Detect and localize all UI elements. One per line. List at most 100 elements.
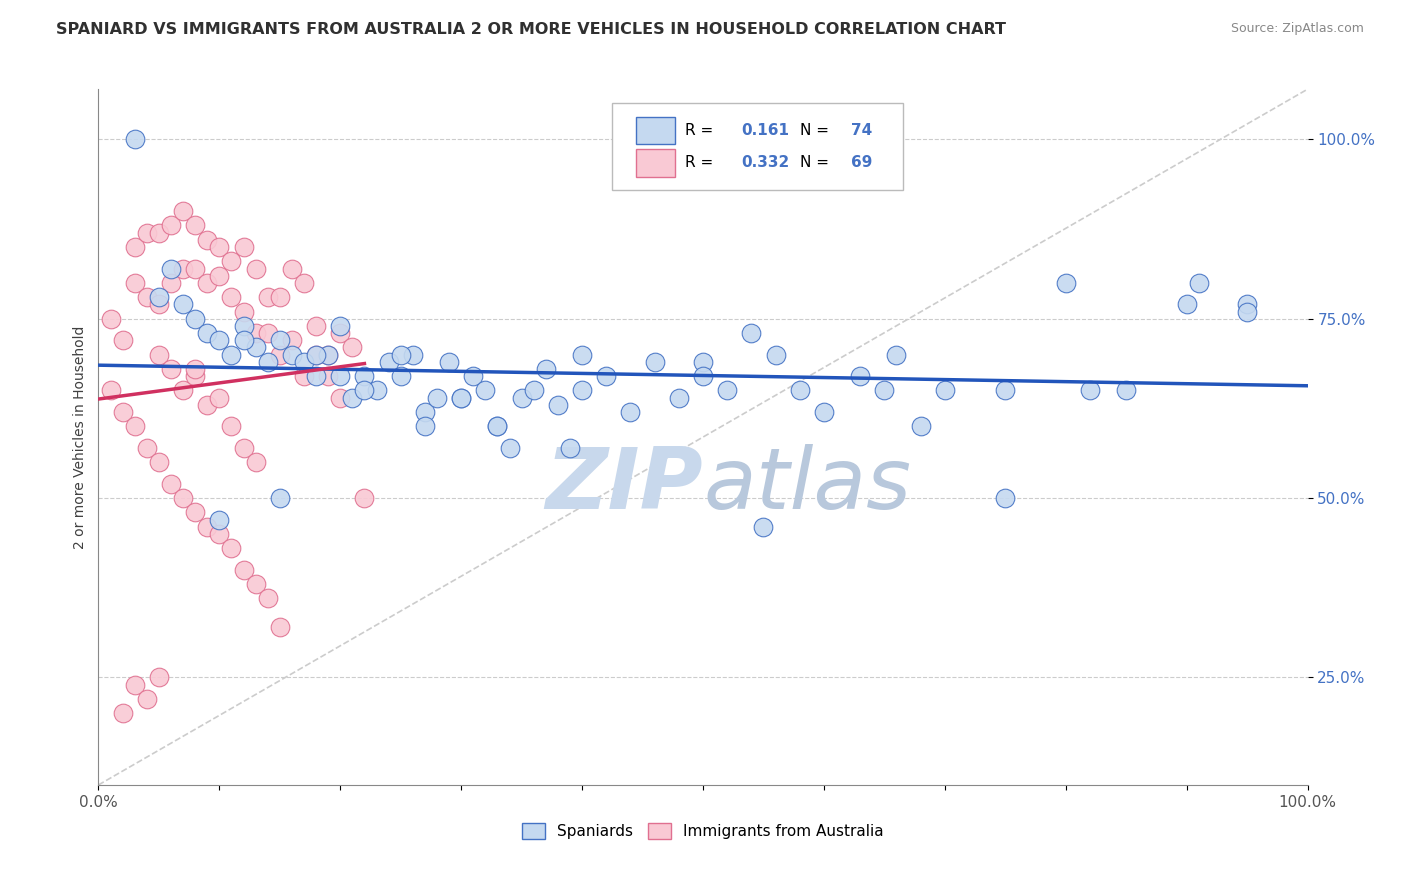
Point bbox=[668, 391, 690, 405]
Point bbox=[172, 261, 194, 276]
Point bbox=[342, 340, 364, 354]
Point bbox=[208, 527, 231, 541]
Point bbox=[160, 261, 183, 276]
Text: Source: ZipAtlas.com: Source: ZipAtlas.com bbox=[1230, 22, 1364, 36]
Point bbox=[221, 254, 243, 268]
Point bbox=[100, 384, 122, 398]
Point bbox=[450, 391, 472, 405]
Point bbox=[292, 276, 315, 290]
Point bbox=[184, 219, 207, 233]
Point bbox=[245, 455, 267, 469]
Point bbox=[305, 318, 328, 333]
Point bbox=[245, 577, 267, 591]
Point bbox=[221, 348, 243, 362]
Point bbox=[160, 276, 183, 290]
Point bbox=[256, 355, 278, 369]
Point bbox=[221, 419, 243, 434]
FancyBboxPatch shape bbox=[637, 149, 675, 177]
Point bbox=[1188, 276, 1211, 290]
Point bbox=[232, 318, 254, 333]
Point bbox=[111, 405, 134, 419]
Point bbox=[498, 441, 520, 455]
Point bbox=[148, 455, 170, 469]
Point bbox=[148, 297, 170, 311]
Point bbox=[558, 441, 581, 455]
Point bbox=[160, 476, 183, 491]
Point bbox=[269, 348, 291, 362]
Point bbox=[184, 311, 207, 326]
Point bbox=[619, 405, 641, 419]
Point bbox=[148, 670, 170, 684]
Point bbox=[160, 362, 183, 376]
Point bbox=[111, 333, 134, 347]
FancyBboxPatch shape bbox=[613, 103, 903, 190]
Point bbox=[765, 348, 787, 362]
Point bbox=[184, 362, 207, 376]
Point bbox=[486, 419, 509, 434]
Point bbox=[486, 419, 509, 434]
Point bbox=[1236, 297, 1258, 311]
Point bbox=[474, 384, 496, 398]
Point bbox=[208, 333, 231, 347]
Point bbox=[1236, 304, 1258, 318]
Point bbox=[413, 419, 436, 434]
Point bbox=[221, 290, 243, 304]
Point bbox=[342, 391, 364, 405]
Point bbox=[172, 297, 194, 311]
Point bbox=[195, 326, 218, 340]
Point bbox=[934, 384, 956, 398]
Point bbox=[886, 348, 908, 362]
Point bbox=[849, 369, 872, 384]
Point bbox=[256, 326, 278, 340]
Point bbox=[716, 384, 738, 398]
Point bbox=[124, 132, 146, 146]
Point bbox=[281, 333, 304, 347]
Point bbox=[305, 348, 328, 362]
Point bbox=[329, 391, 352, 405]
Point bbox=[245, 326, 267, 340]
Point bbox=[994, 384, 1017, 398]
Y-axis label: 2 or more Vehicles in Household: 2 or more Vehicles in Household bbox=[73, 326, 87, 549]
Point bbox=[316, 348, 339, 362]
Point bbox=[135, 290, 157, 304]
Point bbox=[208, 240, 231, 254]
Point bbox=[172, 204, 194, 219]
Point bbox=[692, 369, 714, 384]
Point bbox=[281, 348, 304, 362]
Point bbox=[353, 384, 375, 398]
Point bbox=[644, 355, 666, 369]
Text: R =: R = bbox=[685, 155, 718, 170]
Point bbox=[256, 591, 278, 606]
Point bbox=[232, 304, 254, 318]
Point bbox=[172, 491, 194, 505]
Point bbox=[269, 620, 291, 634]
Point bbox=[232, 563, 254, 577]
Point bbox=[184, 505, 207, 519]
Point bbox=[813, 405, 835, 419]
Point bbox=[692, 355, 714, 369]
Point bbox=[135, 692, 157, 706]
Point bbox=[184, 261, 207, 276]
Point bbox=[316, 369, 339, 384]
Point bbox=[1115, 384, 1137, 398]
Point bbox=[523, 384, 546, 398]
Point bbox=[195, 276, 218, 290]
Point bbox=[316, 348, 339, 362]
Point bbox=[547, 398, 569, 412]
Text: ZIP: ZIP bbox=[546, 444, 703, 527]
Point bbox=[292, 355, 315, 369]
Text: N =: N = bbox=[800, 123, 834, 138]
Point bbox=[1054, 276, 1077, 290]
Point bbox=[195, 520, 218, 534]
Point bbox=[124, 677, 146, 691]
Point bbox=[124, 419, 146, 434]
Point bbox=[232, 441, 254, 455]
Point bbox=[135, 441, 157, 455]
Point bbox=[1078, 384, 1101, 398]
Point bbox=[245, 261, 267, 276]
Point bbox=[245, 340, 267, 354]
FancyBboxPatch shape bbox=[637, 117, 675, 145]
Point bbox=[124, 240, 146, 254]
Point bbox=[221, 541, 243, 556]
Text: 0.161: 0.161 bbox=[742, 123, 790, 138]
